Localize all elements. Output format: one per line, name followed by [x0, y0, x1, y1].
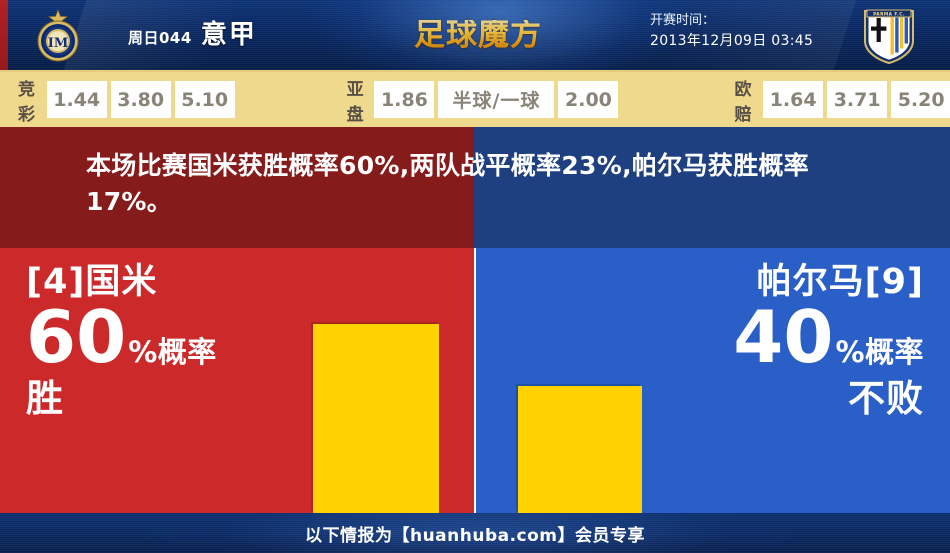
- parma-fc-crest-icon: PARMA F.C.: [862, 7, 916, 65]
- panel-divider: [474, 248, 476, 513]
- odds-group-yapan: 亚盘 1.86 半球/一球 2.00: [347, 75, 619, 125]
- home-team-panel: [4]国米 60 %概率 胜: [0, 248, 474, 513]
- inter-milan-crest-icon: IM: [30, 8, 86, 64]
- home-probability-value: 60: [26, 294, 127, 379]
- away-team-info: 帕尔马[9] 40 %概率 不败: [733, 264, 924, 419]
- svg-text:IM: IM: [48, 36, 68, 51]
- league-title-block: 周日044 意甲: [128, 14, 257, 51]
- away-team-panel: 帕尔马[9] 40 %概率 不败: [476, 248, 950, 513]
- brand-logo: 足球魔方: [408, 10, 548, 60]
- odds-group-jingcai: 竞彩 1.44 3.80 5.10: [18, 75, 235, 125]
- probability-panels: [4]国米 60 %概率 胜 帕尔马[9] 40 %概率 不败: [0, 248, 950, 513]
- brand-logo-text: 足球魔方: [414, 16, 542, 53]
- header-red-stripe: [0, 0, 8, 70]
- home-probability-bar: [313, 324, 439, 513]
- kickoff-time-label: 开赛时间：: [650, 13, 716, 28]
- away-probability-suffix: %概率: [835, 334, 924, 369]
- away-probability-bar: [518, 386, 642, 513]
- away-probability-value: 40: [733, 294, 834, 379]
- odds-cell-away[interactable]: 5.10: [174, 81, 235, 118]
- footer-notice-text: 以下情报为【huanhuba.com】会员专享: [304, 525, 646, 546]
- odds-bar: 竞彩 1.44 3.80 5.10 亚盘 1.86 半球/一球 2.00 欧赔 …: [0, 70, 950, 127]
- odds-group-oupei: 欧赔 1.64 3.71 5.20: [734, 75, 950, 125]
- odds-cell-home[interactable]: 1.64: [763, 81, 824, 118]
- summary-band-right: [474, 127, 950, 248]
- summary-band: [0, 127, 950, 248]
- home-probability-suffix: %概率: [128, 334, 217, 369]
- svg-text:PARMA F.C.: PARMA F.C.: [873, 12, 905, 18]
- odds-cell-draw[interactable]: 3.80: [110, 81, 171, 118]
- kickoff-time-block: 开赛时间： 2013年12月09日 03:45: [650, 12, 813, 51]
- odds-group-label: 竞彩: [18, 79, 36, 125]
- odds-group-label: 欧赔: [734, 79, 753, 125]
- odds-cell-home[interactable]: 1.44: [46, 81, 107, 118]
- odds-cell-handicap[interactable]: 半球/一球: [438, 81, 555, 118]
- header-bar: IM 周日044 意甲 足球魔方 开赛时间： 2013年12月09日 03:45: [0, 0, 950, 70]
- kickoff-time-value: 2013年12月09日 03:45: [650, 32, 814, 49]
- match-round-label: 周日044: [128, 29, 192, 47]
- home-outcome-label: 胜: [26, 376, 64, 420]
- summary-band-left: [0, 127, 474, 248]
- summary-text: 本场比赛国米获胜概率60%,两队战平概率23%,帕尔马获胜概率17%。: [86, 151, 809, 216]
- odds-cell-away[interactable]: 5.20: [891, 81, 950, 118]
- away-outcome-label: 不败: [848, 376, 924, 420]
- league-name-label: 意甲: [200, 20, 257, 50]
- home-probability-row: 60 %概率: [26, 294, 217, 379]
- odds-group-label: 亚盘: [346, 79, 365, 125]
- home-team-name: [4]国米: [26, 262, 158, 302]
- footer-bar: 以下情报为【huanhuba.com】会员专享: [0, 513, 950, 553]
- odds-cell-away[interactable]: 2.00: [558, 81, 619, 118]
- home-team-info: [4]国米 60 %概率 胜: [26, 264, 217, 419]
- away-team-name: 帕尔马[9]: [756, 262, 924, 302]
- odds-cell-draw[interactable]: 3.71: [827, 81, 888, 118]
- odds-cell-home[interactable]: 1.86: [374, 81, 435, 118]
- away-probability-row: 40 %概率: [733, 294, 924, 379]
